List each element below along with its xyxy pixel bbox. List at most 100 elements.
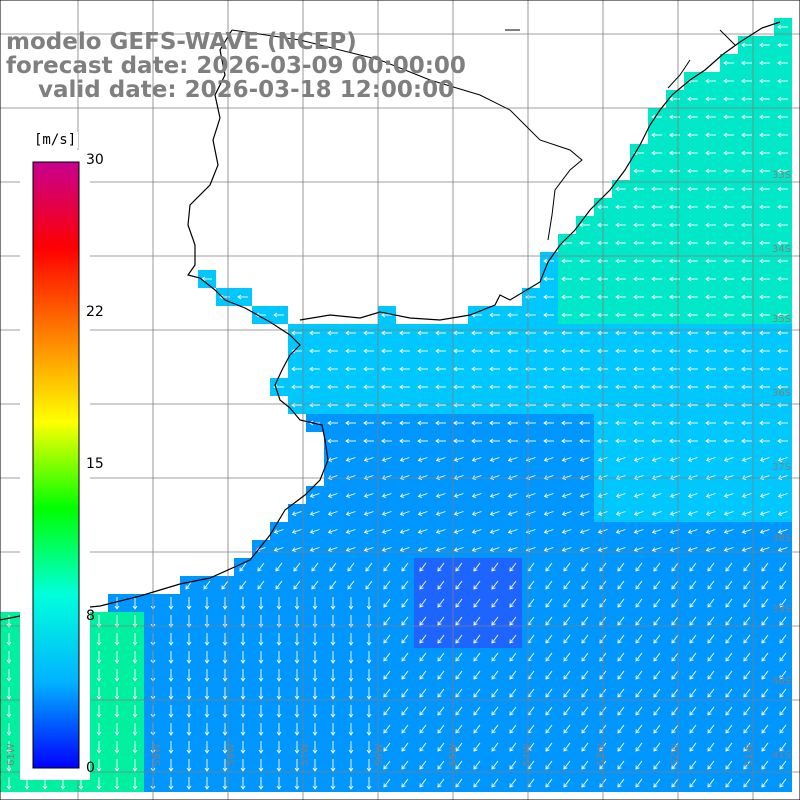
wind-arrow-head: [653, 639, 658, 644]
wind-arrow-head: [345, 366, 350, 372]
wind-arrow-head: [543, 276, 548, 282]
wind-arrow-head: [669, 312, 674, 318]
wind-arrow: [653, 580, 661, 590]
wind-arrow: [779, 688, 787, 698]
wind-arrow-head: [348, 677, 354, 682]
wind-arrow-head: [491, 657, 496, 662]
longitude-label: 58W: [226, 743, 237, 766]
wind-arrow-head: [651, 312, 656, 318]
wind-arrow-head: [777, 348, 782, 354]
wind-arrow: [779, 760, 787, 770]
wind-arrow-head: [705, 222, 710, 228]
wind-arrow-head: [96, 659, 102, 664]
wind-arrow-head: [669, 168, 674, 174]
wind-arrow: [310, 493, 320, 497]
wind-arrow: [382, 493, 392, 497]
wind-arrow-head: [363, 475, 369, 480]
wind-arrow-head: [705, 150, 710, 156]
wind-arrow: [455, 706, 463, 716]
wind-arrow-head: [779, 567, 784, 572]
wind-arrow: [725, 598, 733, 608]
wind-arrow-head: [473, 675, 478, 680]
wind-arrow-head: [761, 675, 766, 680]
wind-arrow-head: [132, 785, 138, 790]
wind-arrow-head: [186, 695, 192, 700]
wind-arrow: [491, 760, 499, 770]
wind-arrow: [455, 742, 463, 752]
wind-arrow-head: [633, 366, 638, 372]
wind-arrow: [707, 706, 715, 716]
wind-arrow-head: [615, 312, 620, 318]
wind-arrow: [527, 724, 535, 734]
wind-arrow-head: [725, 639, 730, 644]
wind-arrow: [544, 493, 554, 497]
wind-arrow-head: [437, 657, 442, 662]
wind-arrow: [707, 562, 715, 572]
wind-arrow-head: [707, 639, 712, 644]
wind-arrow-head: [330, 605, 336, 610]
wind-arrow-head: [327, 475, 333, 480]
wind-arrow-head: [561, 366, 566, 372]
wind-arrow-head: [257, 585, 262, 590]
wind-arrow: [455, 616, 463, 626]
wind-arrow-head: [455, 603, 460, 608]
wind-arrow-head: [545, 585, 550, 590]
wind-arrow: [617, 562, 625, 572]
wind-arrow-head: [669, 511, 675, 516]
wind-arrow-head: [435, 420, 440, 426]
wind-arrow-head: [759, 312, 764, 318]
wind-arrow: [383, 688, 391, 698]
wind-arrow-head: [381, 438, 386, 444]
wind-arrow-head: [759, 240, 764, 246]
wind-arrow-head: [653, 585, 658, 590]
wind-arrow: [724, 493, 734, 497]
wind-arrow-head: [366, 731, 372, 736]
wind-arrow-head: [381, 475, 387, 480]
longitude-label: 55W: [448, 743, 459, 766]
wind-arrow-head: [741, 114, 746, 120]
wind-arrow-head: [563, 711, 568, 716]
colorbar-tick-22: 22: [86, 304, 104, 320]
wind-arrow: [491, 706, 499, 716]
wind-arrow: [671, 634, 679, 644]
wind-arrow: [419, 562, 427, 572]
wind-arrow-head: [435, 330, 440, 336]
wind-arrow: [382, 529, 392, 533]
wind-arrow-head: [615, 511, 621, 516]
wind-arrow: [509, 580, 517, 590]
wind-arrow-head: [723, 114, 728, 120]
wind-arrow-head: [327, 348, 332, 354]
wind-arrow-head: [581, 585, 586, 590]
wind-arrow-head: [671, 675, 676, 680]
wind-arrow-head: [651, 348, 656, 354]
wind-arrow-head: [689, 657, 694, 662]
wind-arrow-head: [651, 258, 656, 264]
wind-arrow-head: [671, 585, 676, 590]
wind-arrow-head: [114, 695, 120, 700]
wind-arrow: [491, 580, 499, 590]
wind-arrow-head: [78, 785, 84, 790]
wind-arrow: [383, 724, 391, 734]
wind-arrow-head: [615, 186, 620, 192]
wind-arrow-head: [345, 475, 351, 480]
wind-arrow: [779, 580, 787, 590]
wind-arrow-head: [723, 529, 729, 534]
wind-arrow: [346, 547, 356, 551]
wind-arrow-head: [545, 621, 550, 626]
wind-arrow-head: [543, 258, 548, 264]
wind-arrow-head: [671, 657, 676, 662]
wind-arrow-head: [597, 366, 602, 372]
wind-arrow-head: [204, 785, 210, 790]
wind-arrow: [490, 493, 500, 497]
wind-arrow: [652, 493, 662, 497]
wind-arrow: [671, 778, 679, 788]
wind-arrow-head: [669, 493, 675, 498]
wind-arrow-head: [366, 749, 372, 754]
wind-arrow-head: [561, 511, 567, 516]
wind-arrow-head: [689, 603, 694, 608]
wind-arrow-head: [615, 475, 621, 480]
wind-arrow-head: [651, 384, 656, 390]
wind-arrow: [508, 493, 518, 497]
wind-arrow-head: [689, 729, 694, 734]
wind-arrow-head: [705, 438, 710, 444]
